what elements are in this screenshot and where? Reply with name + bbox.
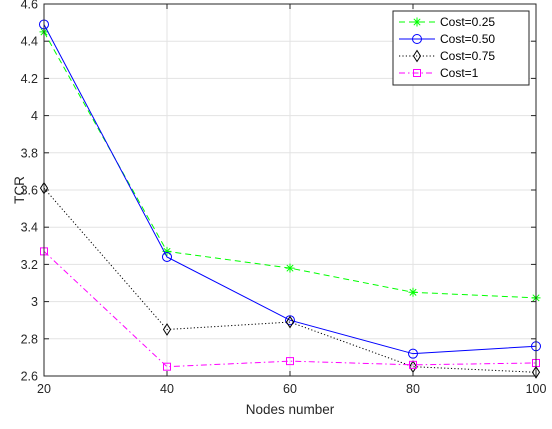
x-tick-label: 100 [526,382,547,396]
data-point-marker [162,251,172,262]
y-tick-label: 3 [31,295,38,309]
legend-label: Cost=1 [440,66,479,80]
legend-item: Cost=0.25 [399,15,495,29]
data-point-marker [408,348,418,359]
legend-label: Cost=0.75 [440,49,495,63]
y-tick-label: 3.2 [21,258,38,272]
legend-label: Cost=0.25 [440,15,495,29]
data-point-marker [162,323,172,336]
y-tick-label: 4 [31,109,38,123]
legend: Cost=0.25 Cost=0.50 Cost=0.75 Cost=1 [392,10,530,86]
legend-label: Cost=0.50 [440,32,495,46]
x-tick-label: 60 [283,382,297,396]
y-tick-label: 2.8 [21,332,38,346]
data-point-marker [285,315,295,329]
x-tick-label: 80 [406,382,420,396]
data-point-marker [409,360,417,369]
y-axis-label: TCR [12,176,27,204]
data-point-marker [408,287,418,297]
series-line [43,24,537,355]
axis-ticks: 20 40 60 80 100 2.6 2.8 3 3.2 3.4 3.6 3.8 4 4.2 4.4 4.6 [21,0,547,396]
y-tick-label: 3.4 [21,221,38,235]
y-tick-label: 4.2 [21,72,38,86]
legend-marker [413,69,421,77]
y-tick-label: 3.8 [21,146,38,160]
legend-item: Cost=0.75 [399,49,495,63]
data-point-marker [531,365,541,379]
legend-marker [412,49,422,63]
y-tick-label: 3.6 [21,184,38,198]
x-tick-label: 20 [37,382,51,396]
y-tick-label: 4.6 [21,0,38,12]
legend-item: Cost=0.50 [399,32,495,46]
y-tick-label: 4.4 [21,35,38,49]
data-point-marker [285,263,295,273]
y-tick-label: 2.6 [21,370,38,384]
x-axis-label: Nodes number [246,402,335,417]
legend-item: Cost=1 [399,66,479,80]
data-point-marker [286,357,294,366]
legend-marker [412,17,422,27]
series-line [43,251,537,368]
data-point-marker [163,362,171,371]
data-point-marker [162,246,172,256]
x-tick-label: 40 [160,382,174,396]
legend-marker [412,34,422,44]
